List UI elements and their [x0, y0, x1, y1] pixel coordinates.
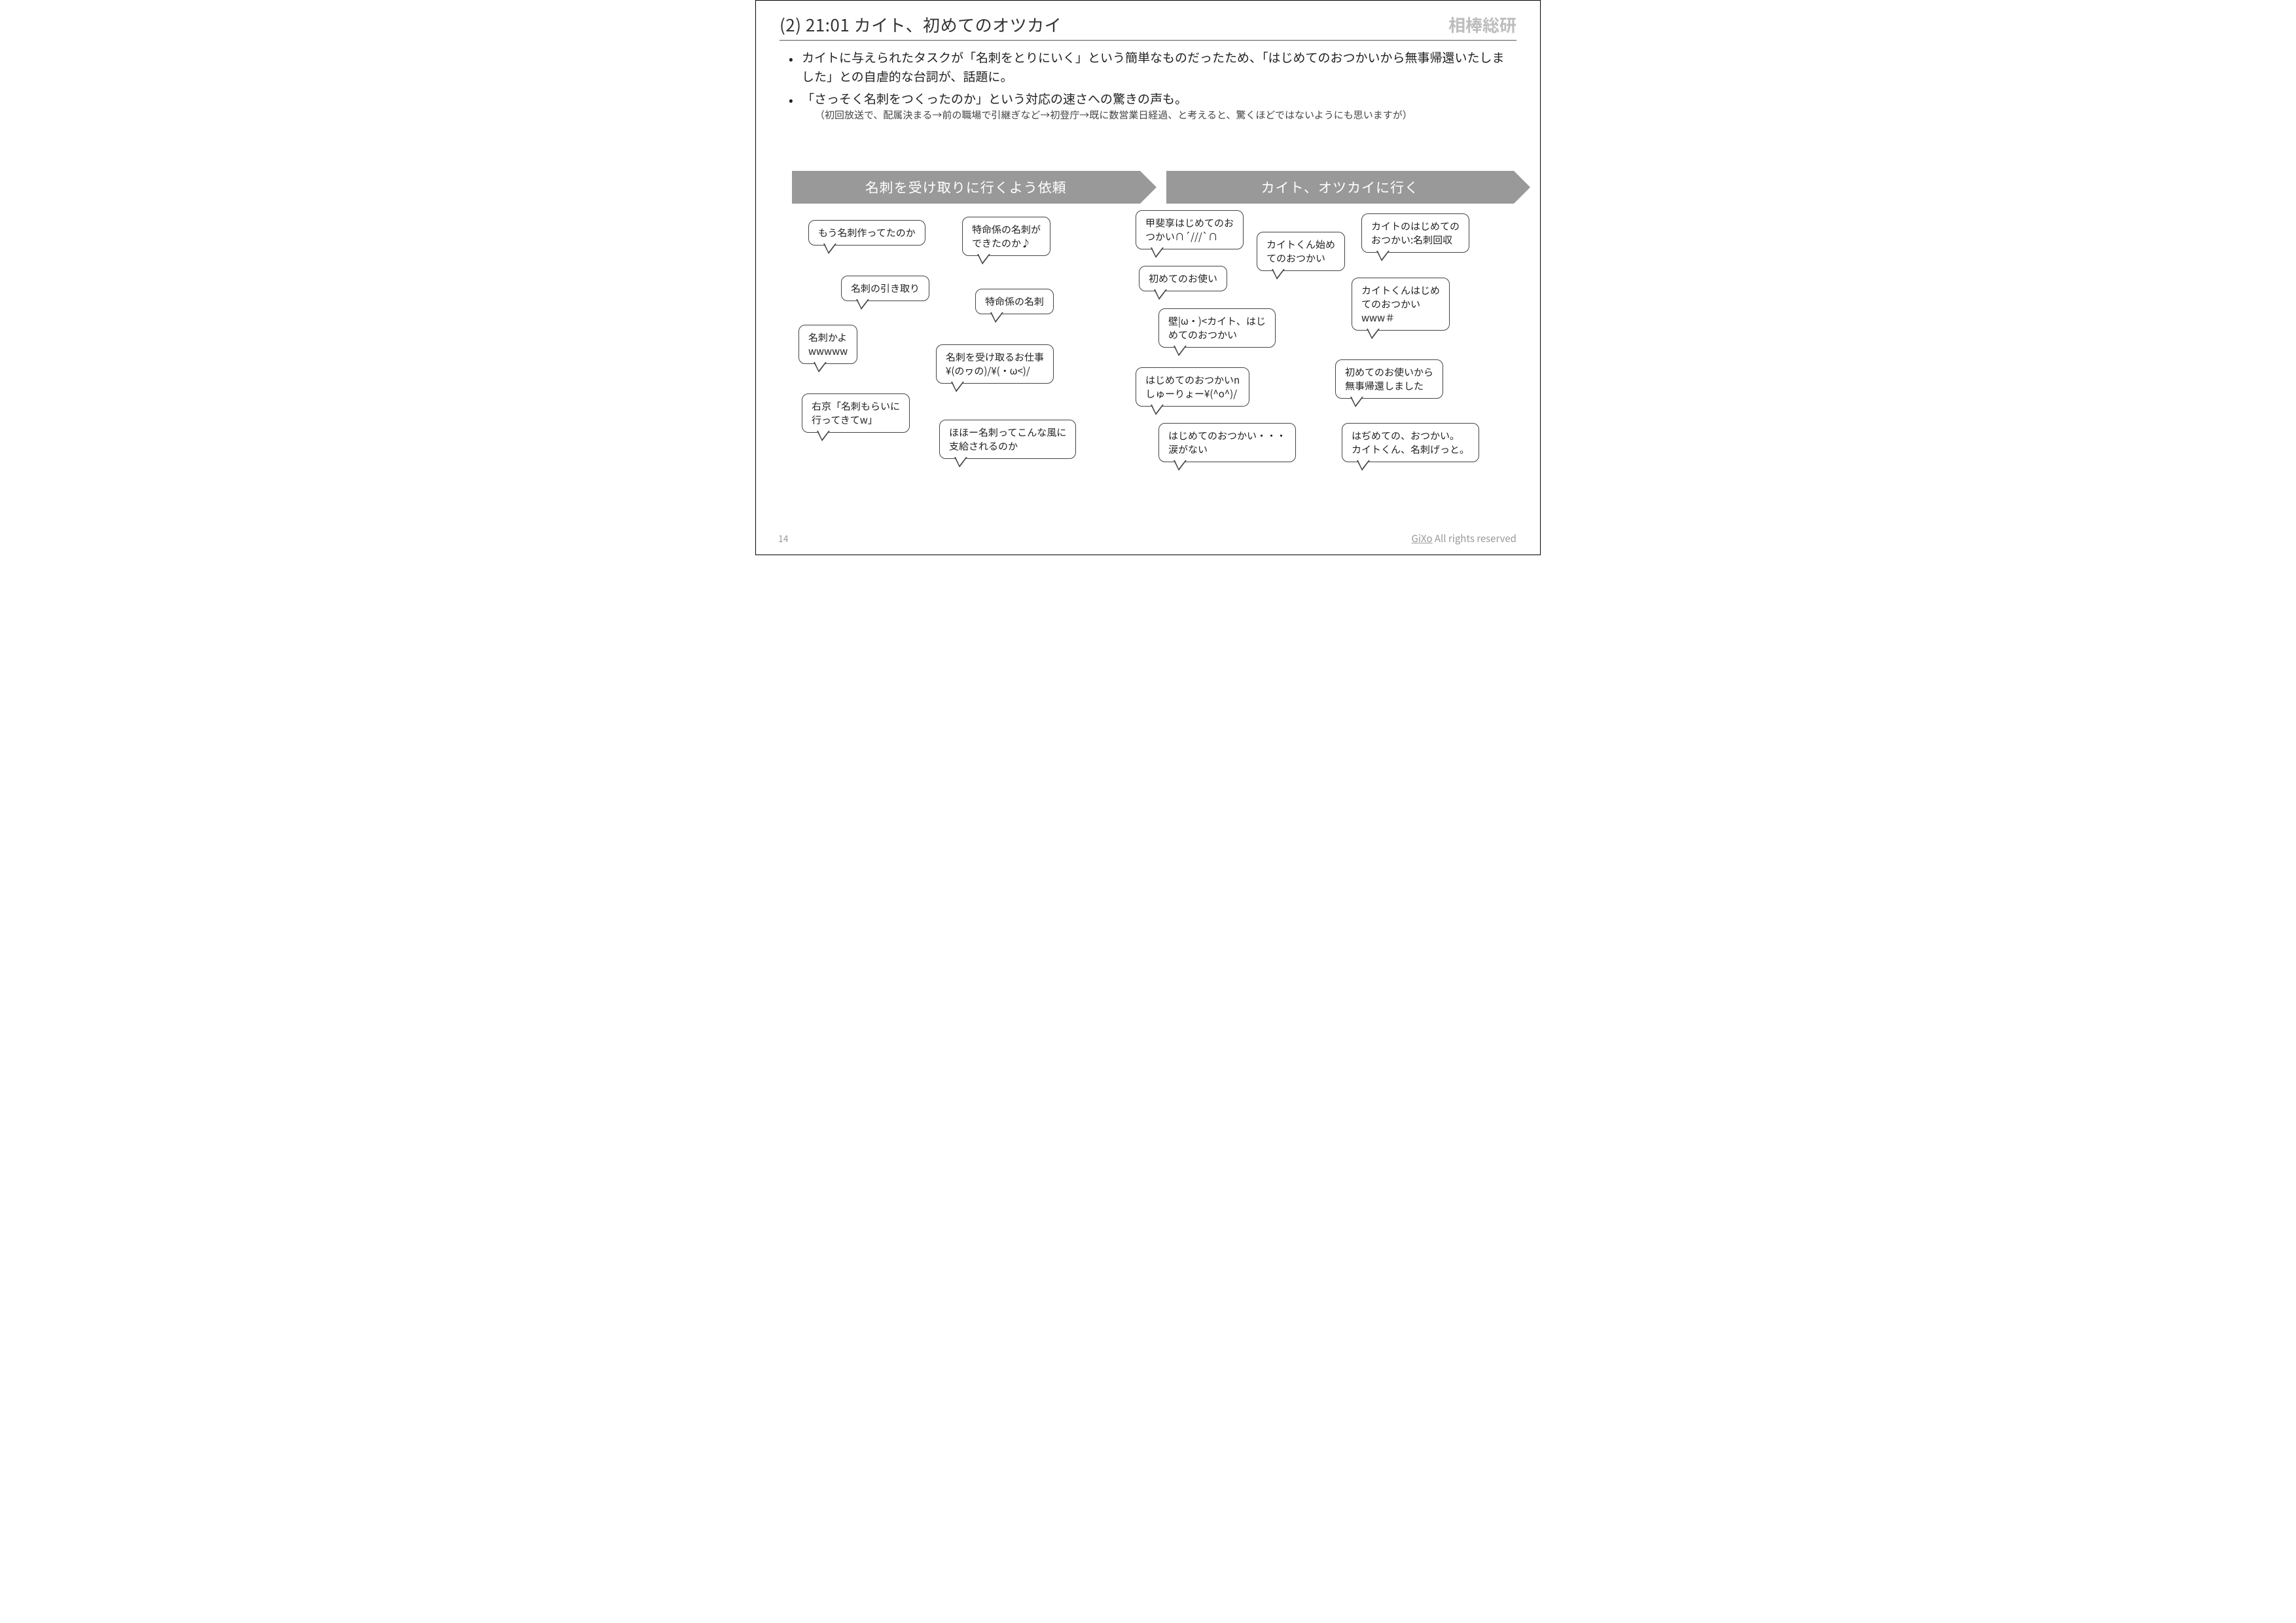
speech-bubble-area: もう名刺作ってたのか 特命係の名刺が できたのか♪ 名刺の引き取り特命係の名刺名刺か…	[792, 210, 1514, 522]
arrow-banner-left: 名刺を受け取りに行くよう依頼	[792, 171, 1140, 204]
speech-bubble: 右京「名刺もらいに 行ってきてw」	[802, 393, 910, 433]
arrow-label: カイト、オツカイに行く	[1261, 177, 1419, 197]
speech-bubble: はぢめての、おつかい。 カイトくん、名刺げっと。	[1342, 423, 1479, 462]
speech-bubble: 名刺の引き取り	[841, 276, 929, 301]
speech-bubble: カイトくんはじめ てのおつかい www＃	[1352, 278, 1450, 331]
bullet-text: 「さっそく名刺をつくったのか」という対応の速さへの驚きの声も。	[802, 90, 1187, 107]
speech-bubble: 名刺を受け取るお仕事 ¥(のヮの)/¥(・ω<)/	[936, 344, 1054, 384]
title-divider	[780, 40, 1516, 41]
bullet-item: 「さっそく名刺をつくったのか」という対応の速さへの驚きの声も。 （初回放送で、配…	[789, 89, 1507, 123]
bullet-subtext: （初回放送で、配属決まる→前の職場で引継ぎなど→初登庁→既に数営業日経過、と考え…	[802, 108, 1507, 123]
speech-bubble: 名刺かよ wwwww	[798, 325, 857, 364]
speech-bubble: 壁|ω・)<カイト、はじ めてのおつかい	[1158, 308, 1276, 348]
slide: (2) 21:01 カイト、初めてのオツカイ 相棒総研 カイトに与えられたタスク…	[755, 0, 1541, 555]
arrow-banner-right: カイト、オツカイに行く	[1166, 171, 1515, 204]
arrow-row: 名刺を受け取りに行くよう依頼 カイト、オツカイに行く	[792, 171, 1514, 204]
speech-bubble: はじめてのおつかい・・・ 涙がない	[1158, 423, 1296, 462]
speech-bubble: カイトくん始め てのおつかい	[1257, 232, 1345, 271]
brand-logo: 相棒総研	[1431, 12, 1516, 35]
speech-bubble: 甲斐享はじめてのお つかい∩´///`∩	[1136, 210, 1244, 249]
page-number: 14	[778, 532, 789, 545]
copyright-rest: All rights reserved	[1433, 532, 1516, 545]
speech-bubble: 特命係の名刺が できたのか♪	[962, 217, 1050, 256]
speech-bubble: 初めてのお使い	[1139, 266, 1227, 291]
bullet-text: カイトに与えられたタスクが「名刺をとりにいく」という簡単なものだったため、「はじ…	[802, 48, 1505, 85]
speech-bubble: はじめてのおつかいn しゅーりょー¥(^o^)/	[1136, 367, 1249, 407]
speech-bubble: 初めてのお使いから 無事帰還しました	[1335, 359, 1443, 399]
header: (2) 21:01 カイト、初めてのオツカイ	[780, 12, 1516, 37]
copyright-brand: GiXo	[1412, 532, 1433, 545]
speech-bubble: カイトのはじめての おつかい:名刺回収	[1361, 213, 1469, 253]
speech-bubble: もう名刺作ってたのか	[808, 220, 925, 246]
speech-bubble: 特命係の名刺	[975, 289, 1054, 314]
bullet-list: カイトに与えられたタスクが「名刺をとりにいく」という簡単なものだったため、「はじ…	[789, 48, 1507, 126]
arrow-label: 名刺を受け取りに行くよう依頼	[865, 177, 1067, 197]
page-title: (2) 21:01 カイト、初めてのオツカイ	[780, 12, 1516, 37]
speech-bubble: ほほー名刺ってこんな風に 支給されるのか	[939, 420, 1076, 459]
copyright: GiXo All rights reserved	[1412, 532, 1516, 545]
bullet-item: カイトに与えられたタスクが「名刺をとりにいく」という簡単なものだったため、「はじ…	[789, 48, 1507, 86]
